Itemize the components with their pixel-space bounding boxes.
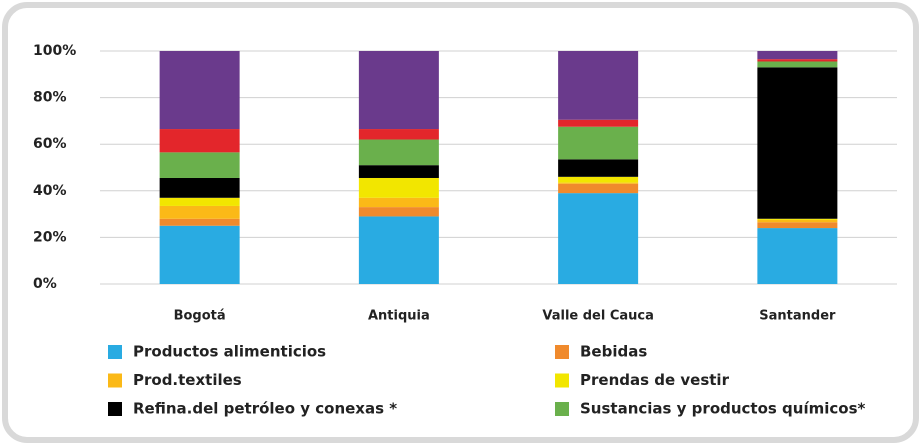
bar-segment: [159, 129, 240, 153]
y-tick-label: 60%: [33, 136, 67, 152]
bar-segment: [757, 61, 838, 68]
bar-segment: [558, 183, 639, 194]
bar-segment: [159, 152, 240, 178]
bar-segment: [757, 67, 838, 219]
bar-segment: [159, 51, 240, 130]
bar-segment: [358, 51, 439, 130]
bar-segment: [757, 59, 838, 62]
legend-label: Prendas de vestir: [580, 371, 730, 389]
bar-segment: [159, 205, 240, 219]
x-tick-label: Antiquia: [368, 309, 430, 324]
legend-label: Sustancias y productos químicos*: [580, 400, 866, 418]
legend-label: Prod.textiles: [133, 371, 242, 389]
legend-swatch: [108, 345, 122, 359]
bar-segment: [358, 216, 439, 284]
bar-segment: [358, 197, 439, 208]
legend-swatch: [555, 373, 569, 388]
bar-segment: [358, 207, 439, 217]
legend-swatch: [555, 402, 569, 416]
bar-segment: [358, 129, 439, 140]
legend-swatch: [555, 345, 569, 359]
bar-segment: [159, 197, 240, 206]
legend-label: Productos alimenticios: [133, 343, 326, 361]
y-tick-label: 80%: [33, 90, 67, 106]
bar-segment: [358, 177, 439, 198]
y-tick-label: 100%: [33, 43, 76, 59]
bar-segment: [558, 119, 639, 127]
bar-segment: [558, 126, 639, 160]
bar-segment: [358, 165, 439, 178]
bar-segment: [757, 219, 838, 223]
bar-segment: [159, 177, 240, 198]
y-tick-label: 20%: [33, 229, 67, 245]
bar-segment: [558, 193, 639, 284]
bar-segment: [757, 51, 838, 60]
bar-segment: [558, 182, 639, 184]
legend-label: Bebidas: [580, 343, 647, 361]
legend-swatch: [108, 373, 122, 388]
bar-segment: [757, 218, 838, 220]
x-tick-label: Santander: [759, 309, 836, 324]
bar-segment: [558, 159, 639, 177]
bar-segment: [159, 218, 240, 226]
y-tick-label: 0%: [33, 276, 57, 292]
bar-segment: [358, 139, 439, 166]
bar-segment: [757, 222, 838, 229]
x-tick-label: Valle del Cauca: [542, 309, 654, 324]
bar-segment: [757, 228, 838, 284]
bar-segment: [558, 176, 639, 183]
y-tick-label: 40%: [33, 183, 67, 199]
legend-swatch: [108, 402, 122, 416]
legend-label: Refina.del petróleo y conexas *: [133, 400, 397, 418]
bar-segment: [558, 51, 639, 120]
bar-segment: [159, 225, 240, 284]
x-tick-label: Bogotá: [174, 309, 226, 324]
